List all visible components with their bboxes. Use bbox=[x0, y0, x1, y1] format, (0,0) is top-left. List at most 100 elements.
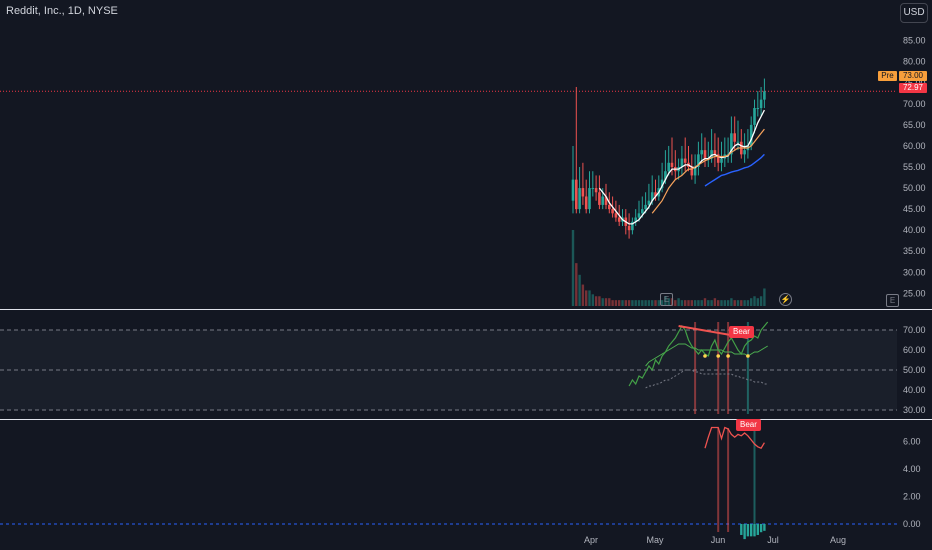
lightning-icon[interactable]: ⚡ bbox=[779, 293, 792, 306]
volume-bar bbox=[660, 300, 664, 306]
candle-body bbox=[660, 179, 664, 189]
volume-bar bbox=[707, 300, 710, 306]
candle-body bbox=[647, 200, 651, 205]
candle-body bbox=[683, 158, 687, 163]
candle-body bbox=[743, 150, 746, 155]
volume-bar bbox=[644, 300, 647, 306]
price-axis-tick-label: 85.00 bbox=[903, 36, 926, 46]
candle-body bbox=[601, 196, 604, 205]
rsi-bear-divergence-label: Bear bbox=[729, 326, 754, 338]
candle-body bbox=[614, 213, 618, 218]
osc-axis-tick-label: 0.00 bbox=[903, 519, 921, 529]
volume-bar bbox=[693, 300, 697, 306]
candle-body bbox=[690, 167, 694, 176]
volume-bar bbox=[743, 300, 746, 306]
volume-bar bbox=[637, 300, 641, 306]
time-axis-tick-label: Apr bbox=[584, 535, 598, 545]
volume-bar bbox=[763, 288, 766, 306]
candle-body bbox=[720, 158, 723, 163]
candle-body bbox=[749, 124, 753, 146]
volume-bar bbox=[756, 298, 759, 306]
price-axis-tick-label: 75.00 bbox=[903, 78, 926, 88]
volume-bar bbox=[667, 298, 670, 306]
last-price-label: 72.97 bbox=[899, 83, 927, 93]
currency-button[interactable]: USD bbox=[900, 3, 928, 23]
rsi-signal-dot bbox=[703, 354, 707, 358]
chart-title: Reddit, Inc., 1D, NYSE bbox=[6, 5, 118, 17]
candle-body bbox=[611, 209, 614, 214]
volume-bar bbox=[674, 300, 677, 306]
candle-body bbox=[637, 213, 641, 218]
rsi-lower-band-line bbox=[645, 369, 768, 389]
volume-bar bbox=[700, 300, 703, 306]
candle-body bbox=[644, 204, 647, 210]
osc-histogram-bar bbox=[743, 523, 746, 540]
candle-body bbox=[763, 91, 766, 100]
volume-bar bbox=[647, 300, 651, 306]
candle-body bbox=[756, 108, 760, 110]
rsi-axis-tick-label: 50.00 bbox=[903, 365, 926, 375]
ema-slow-line bbox=[651, 128, 765, 214]
volume-bar bbox=[759, 296, 763, 306]
candle-body bbox=[730, 133, 733, 155]
osc-histogram-bar bbox=[756, 523, 759, 535]
rsi-axis-tick-label: 60.00 bbox=[903, 345, 926, 355]
candle-body bbox=[588, 188, 591, 210]
osc-axis-tick-label: 2.00 bbox=[903, 491, 921, 501]
volume-bar bbox=[740, 300, 743, 306]
volume-bar bbox=[627, 300, 631, 306]
candle-body bbox=[594, 188, 598, 193]
volume-bar bbox=[641, 300, 644, 306]
volume-bar bbox=[611, 300, 614, 306]
rsi-signal-dot bbox=[746, 354, 750, 358]
price-axis-tick-label: 40.00 bbox=[903, 225, 926, 235]
price-axis-tick-label: 65.00 bbox=[903, 120, 926, 130]
volume-bar bbox=[697, 300, 700, 306]
volume-bar bbox=[571, 230, 575, 306]
volume-bar bbox=[753, 296, 756, 306]
volume-bar bbox=[654, 300, 657, 306]
volume-bar bbox=[588, 290, 591, 306]
volume-bar bbox=[608, 298, 611, 306]
price-axis-tick-label: 80.00 bbox=[903, 57, 926, 67]
volume-bar bbox=[680, 300, 684, 306]
volume-bar bbox=[690, 300, 693, 306]
candle-body bbox=[710, 150, 713, 159]
volume-bar bbox=[624, 300, 627, 306]
volume-bar bbox=[601, 298, 604, 306]
candle-body bbox=[627, 225, 631, 231]
candle-body bbox=[693, 167, 697, 176]
candle-body bbox=[759, 99, 763, 109]
candle-body bbox=[667, 162, 670, 172]
volume-bar bbox=[598, 296, 601, 306]
osc-axis-tick-label: 6.00 bbox=[903, 436, 921, 446]
candle-body bbox=[608, 204, 611, 210]
price-axis-tick-label: 35.00 bbox=[903, 246, 926, 256]
volume-bar bbox=[591, 294, 594, 306]
rsi-signal-dot bbox=[726, 354, 730, 358]
earnings-icon[interactable]: E bbox=[660, 293, 673, 306]
volume-bar bbox=[687, 300, 690, 306]
volume-bar bbox=[750, 298, 753, 306]
osc-histogram-bar bbox=[763, 523, 766, 531]
sma-line bbox=[704, 153, 765, 187]
volume-bar bbox=[713, 298, 717, 306]
volume-bar bbox=[614, 300, 618, 306]
earnings-scale-icon[interactable]: E bbox=[886, 294, 899, 307]
pre-market-price-label: 73.00 bbox=[899, 71, 927, 81]
volume-bar bbox=[736, 300, 740, 306]
volume-bar bbox=[581, 284, 585, 306]
price-axis-tick-label: 60.00 bbox=[903, 141, 926, 151]
volume-bar bbox=[594, 296, 598, 306]
candle-body bbox=[733, 133, 736, 142]
volume-bar bbox=[651, 300, 654, 306]
volume-bar bbox=[717, 300, 720, 306]
volume-bar bbox=[710, 300, 713, 306]
candle-body bbox=[578, 188, 581, 210]
price-axis-tick-label: 55.00 bbox=[903, 162, 926, 172]
candle-body bbox=[664, 171, 667, 180]
osc-histogram-bar bbox=[740, 523, 743, 535]
candle-body bbox=[670, 162, 674, 167]
candle-body bbox=[713, 150, 717, 155]
